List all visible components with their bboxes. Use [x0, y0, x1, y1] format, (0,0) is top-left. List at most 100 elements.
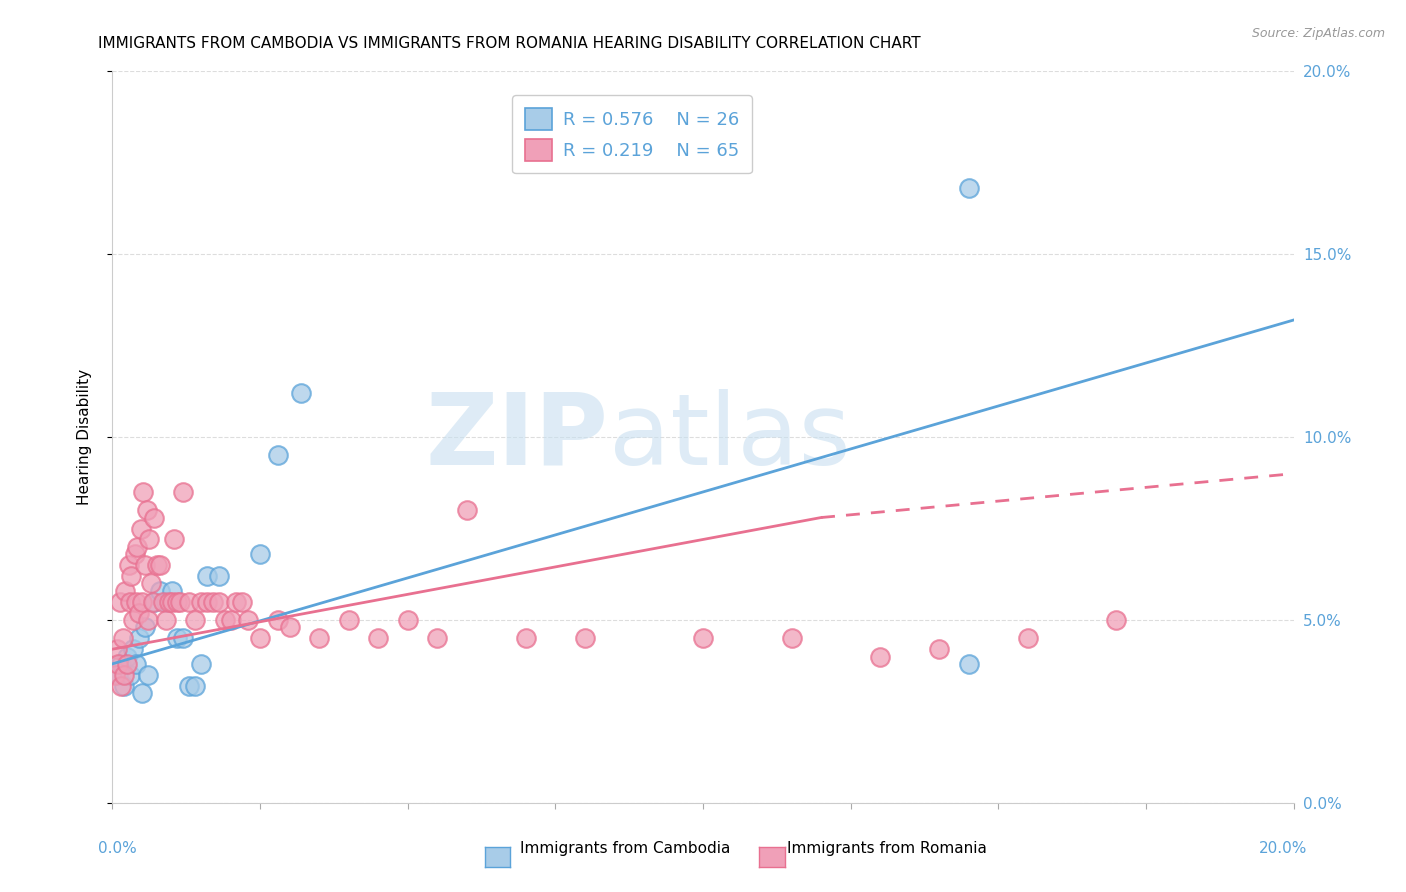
Point [184, 679, 207, 693]
Point [117, 649, 138, 664]
Point [120, 667, 142, 681]
Point [692, 632, 714, 646]
Point [155, 613, 177, 627]
Point [129, 521, 152, 535]
Point [134, 620, 156, 634]
Point [184, 613, 207, 627]
Point [172, 632, 194, 646]
Point [120, 594, 142, 608]
Point [135, 503, 157, 517]
Point [238, 613, 260, 627]
Point [138, 533, 160, 547]
Point [107, 657, 129, 671]
Text: 0.0%: 0.0% [98, 841, 138, 856]
Point [179, 594, 201, 608]
Point [195, 569, 218, 583]
Point [179, 679, 201, 693]
Point [869, 649, 891, 664]
Point [136, 667, 159, 681]
Point [118, 558, 141, 573]
Point [108, 594, 131, 608]
Point [122, 642, 145, 657]
Point [278, 620, 301, 634]
Point [131, 686, 153, 700]
Point [957, 657, 980, 671]
Point [267, 448, 290, 462]
Point [131, 594, 153, 608]
Point [112, 667, 135, 681]
Point [780, 632, 803, 646]
Point [456, 503, 478, 517]
Point [127, 540, 149, 554]
Point [149, 583, 172, 598]
Point [290, 386, 312, 401]
Point [219, 613, 242, 627]
Legend: R = 0.576    N = 26, R = 0.219    N = 65: R = 0.576 N = 26, R = 0.219 N = 65 [512, 95, 752, 173]
Point [110, 657, 132, 671]
Point [249, 632, 271, 646]
Point [132, 485, 155, 500]
Point [112, 632, 135, 646]
Point [201, 594, 224, 608]
Point [166, 594, 188, 608]
Point [128, 632, 150, 646]
Y-axis label: Hearing Disability: Hearing Disability [77, 369, 91, 505]
Point [1105, 613, 1128, 627]
Point [112, 679, 135, 693]
Point [190, 657, 212, 671]
Point [1017, 632, 1039, 646]
Point [104, 667, 127, 681]
Point [160, 583, 183, 598]
Text: atlas: atlas [609, 389, 851, 485]
Point [208, 569, 231, 583]
Point [267, 613, 290, 627]
Point [225, 594, 247, 608]
Point [396, 613, 419, 627]
Point [367, 632, 389, 646]
Point [105, 642, 128, 657]
Point [152, 594, 174, 608]
Text: ZIP: ZIP [426, 389, 609, 485]
Point [142, 594, 165, 608]
Point [146, 558, 169, 573]
Point [163, 533, 186, 547]
Point [574, 632, 596, 646]
Point [149, 558, 172, 573]
Text: Immigrants from Cambodia: Immigrants from Cambodia [520, 841, 731, 856]
Point [166, 632, 188, 646]
Point [208, 594, 231, 608]
Point [142, 510, 165, 524]
Point [155, 594, 177, 608]
Point [957, 181, 980, 195]
Text: 20.0%: 20.0% [1260, 841, 1308, 856]
Text: IMMIGRANTS FROM CAMBODIA VS IMMIGRANTS FROM ROMANIA HEARING DISABILITY CORRELATI: IMMIGRANTS FROM CAMBODIA VS IMMIGRANTS F… [98, 36, 921, 51]
Point [928, 642, 950, 657]
Point [125, 594, 148, 608]
Point [249, 547, 271, 561]
Point [125, 657, 148, 671]
Point [107, 667, 129, 681]
Point [122, 613, 145, 627]
Point [128, 606, 150, 620]
Point [160, 594, 183, 608]
Point [117, 657, 138, 671]
Point [195, 594, 218, 608]
Point [337, 613, 360, 627]
Point [142, 594, 165, 608]
Point [114, 583, 136, 598]
Point [172, 485, 194, 500]
Point [169, 594, 191, 608]
Point [136, 613, 159, 627]
Text: Source: ZipAtlas.com: Source: ZipAtlas.com [1251, 27, 1385, 40]
Point [515, 632, 537, 646]
Point [308, 632, 330, 646]
Text: Immigrants from Romania: Immigrants from Romania [787, 841, 987, 856]
Point [110, 679, 132, 693]
Point [157, 594, 180, 608]
Point [214, 613, 236, 627]
Point [139, 576, 162, 591]
Point [124, 547, 146, 561]
Point [231, 594, 253, 608]
Point [190, 594, 212, 608]
Point [426, 632, 449, 646]
